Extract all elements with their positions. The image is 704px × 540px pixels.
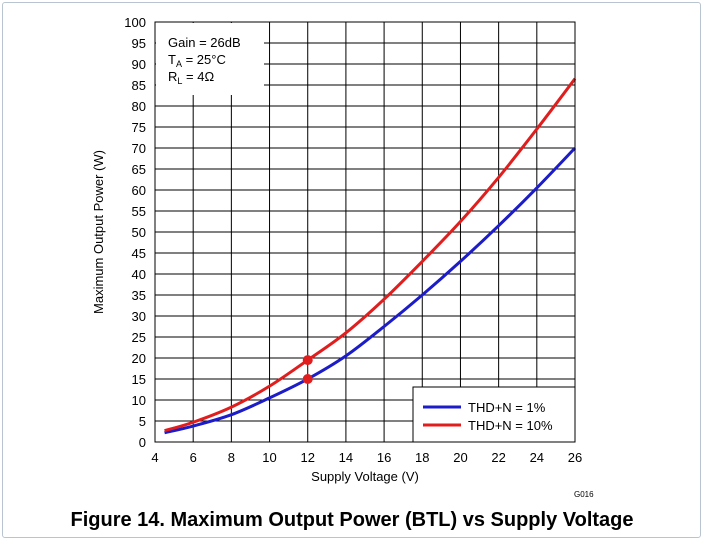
x-tick-label: 18 bbox=[415, 450, 429, 465]
y-tick-label: 55 bbox=[132, 204, 146, 219]
y-tick-label: 40 bbox=[132, 267, 146, 282]
plot-border bbox=[154, 21, 576, 443]
x-tick-label: 4 bbox=[151, 450, 158, 465]
figure-caption: Figure 14. Maximum Output Power (BTL) vs… bbox=[70, 509, 634, 531]
y-tick-label: 0 bbox=[139, 435, 146, 450]
y-tick-label: 20 bbox=[132, 351, 146, 366]
x-tick-label: 10 bbox=[262, 450, 276, 465]
x-tick-label: 26 bbox=[568, 450, 582, 465]
y-tick-label: 65 bbox=[132, 162, 146, 177]
y-tick-label: 80 bbox=[132, 99, 146, 114]
x-tick-label: 16 bbox=[377, 450, 391, 465]
y-tick-label: 85 bbox=[132, 78, 146, 93]
x-tick-labels: 4 6 8 10 12 14 16 18 20 22 24 26 bbox=[151, 450, 582, 465]
series-line-1 bbox=[164, 77, 577, 433]
series-lines bbox=[164, 77, 577, 435]
y-tick-label: 95 bbox=[132, 36, 146, 51]
y-tick-label: 100 bbox=[124, 15, 146, 30]
y-tick-label: 70 bbox=[132, 141, 146, 156]
y-tick-label: 50 bbox=[132, 225, 146, 240]
highlight-marker bbox=[302, 355, 313, 366]
y-tick-label: 25 bbox=[132, 330, 146, 345]
x-tick-label: 24 bbox=[530, 450, 544, 465]
legend-label-thd-10: THD+N = 10% bbox=[468, 418, 553, 433]
legend: THD+N = 1% THD+N = 10% bbox=[412, 386, 576, 443]
y-tick-label: 10 bbox=[132, 393, 146, 408]
y-tick-label: 90 bbox=[132, 57, 146, 72]
y-tick-label: 60 bbox=[132, 183, 146, 198]
y-tick-label: 5 bbox=[139, 414, 146, 429]
conditions-box: Gain = 26dB TA = 25°C RL = 4Ω bbox=[156, 23, 264, 95]
series-line-0 bbox=[164, 146, 577, 435]
condition-load: RL = 4Ω bbox=[168, 69, 214, 86]
x-tick-label: 6 bbox=[190, 450, 197, 465]
y-tick-labels: 0 5 10 15 20 25 30 35 40 45 50 55 60 65 70 75 80 85 90 95 10… bbox=[124, 15, 146, 450]
legend-label-thd-1: THD+N = 1% bbox=[468, 400, 546, 415]
x-axis-label: Supply Voltage (V) bbox=[311, 469, 419, 484]
x-tick-label: 8 bbox=[228, 450, 235, 465]
y-tick-label: 30 bbox=[132, 309, 146, 324]
x-tick-label: 12 bbox=[300, 450, 314, 465]
y-tick-label: 35 bbox=[132, 288, 146, 303]
y-tick-label: 15 bbox=[132, 372, 146, 387]
x-tick-label: 14 bbox=[339, 450, 353, 465]
y-tick-label: 45 bbox=[132, 246, 146, 261]
x-tick-label: 22 bbox=[491, 450, 505, 465]
condition-gain: Gain = 26dB bbox=[168, 35, 241, 50]
x-tick-label: 20 bbox=[453, 450, 467, 465]
chart: 4 6 8 10 12 14 16 18 20 22 24 26 0 5 10 15 20 25 30 35 40 45… bbox=[91, 15, 582, 484]
y-axis-label: Maximum Output Power (W) bbox=[91, 150, 106, 314]
highlight-marker bbox=[302, 374, 313, 384]
condition-temperature: TA = 25°C bbox=[168, 52, 226, 69]
doc-id: G016 bbox=[574, 490, 594, 499]
y-tick-label: 75 bbox=[132, 120, 146, 135]
